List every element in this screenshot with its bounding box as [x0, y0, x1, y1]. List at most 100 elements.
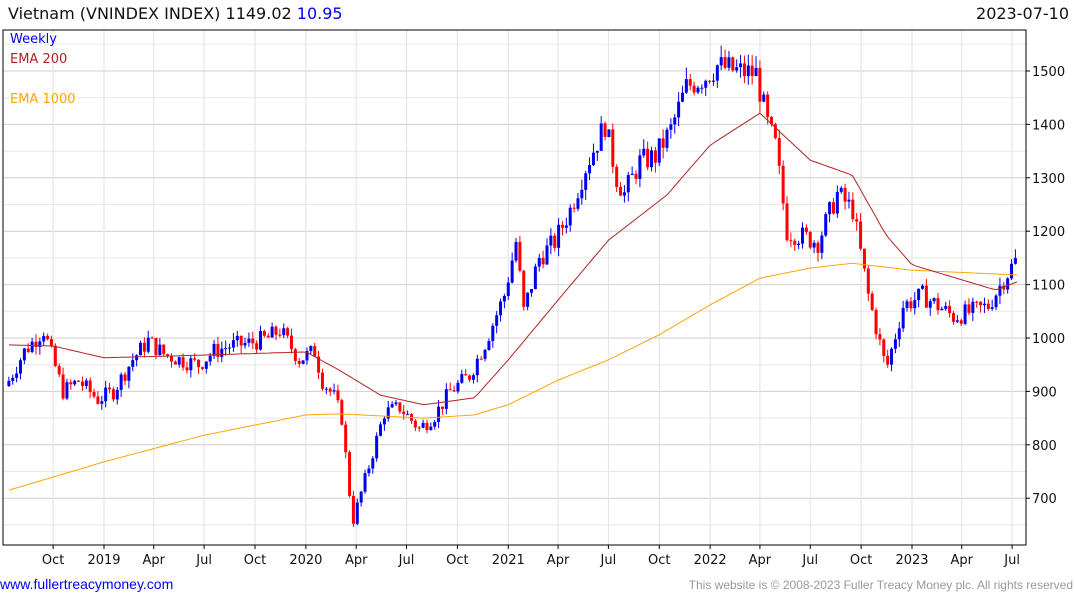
candle — [351, 490, 355, 528]
candle — [429, 422, 433, 431]
candle-body — [990, 307, 994, 309]
candle-body — [626, 175, 630, 193]
candle-body — [448, 389, 452, 391]
candle — [855, 213, 859, 231]
candle — [746, 54, 750, 85]
candle — [100, 395, 104, 410]
candle-body — [680, 92, 684, 102]
candle — [979, 301, 983, 313]
candle-body — [487, 341, 491, 350]
candle-body — [491, 325, 495, 342]
candle-body — [394, 402, 398, 405]
candle-body — [123, 374, 127, 381]
candle-body — [944, 306, 948, 309]
candle-body — [893, 339, 897, 349]
candle-body — [622, 192, 626, 196]
candle — [688, 73, 692, 91]
candle-body — [963, 304, 967, 324]
candle — [239, 335, 243, 354]
candle-body — [549, 235, 553, 246]
y-tick-label: 700 — [1032, 492, 1057, 507]
candle — [843, 183, 847, 210]
candle-body — [657, 138, 661, 163]
candle-body — [231, 340, 235, 348]
candle-body — [255, 343, 259, 350]
candle-body — [971, 301, 975, 313]
candle — [727, 50, 731, 71]
candle-body — [135, 355, 139, 361]
candle — [901, 300, 905, 332]
candle-body — [735, 67, 739, 71]
candle — [139, 340, 143, 356]
candle-body — [348, 452, 352, 496]
candle — [847, 191, 851, 209]
candle — [680, 85, 684, 103]
chart-date: 2023-07-10 — [976, 4, 1069, 23]
candle — [820, 231, 824, 260]
candle-body — [537, 257, 541, 267]
candle-body — [69, 382, 73, 385]
candle — [289, 328, 293, 354]
candle — [611, 123, 615, 174]
candle-body — [375, 435, 379, 459]
candle-body — [932, 298, 936, 302]
candle-body — [510, 260, 514, 283]
candle-body — [413, 420, 417, 428]
x-tick-label: Jul — [801, 553, 818, 568]
candle — [77, 380, 81, 382]
candle — [874, 307, 878, 340]
candle — [363, 469, 367, 494]
candle — [320, 368, 324, 391]
candle — [905, 299, 909, 312]
candle — [421, 419, 425, 429]
candle — [224, 340, 228, 356]
candle — [530, 289, 534, 297]
candle-body — [15, 373, 19, 378]
candle — [804, 224, 808, 235]
candle-body — [940, 308, 944, 311]
candle-body — [30, 341, 34, 352]
candle-body — [262, 331, 266, 336]
candle-body — [502, 295, 506, 302]
candle-body — [522, 270, 526, 307]
grid — [3, 30, 1026, 545]
candle — [247, 332, 251, 347]
candle-body — [139, 342, 143, 356]
candle-body — [108, 387, 112, 390]
candle-body — [758, 67, 762, 102]
candle — [142, 337, 146, 358]
candle-body — [452, 390, 456, 392]
candle — [584, 170, 588, 200]
candle-body — [34, 341, 38, 347]
candle-body — [886, 355, 890, 365]
candle-body — [266, 335, 270, 338]
candle-body — [197, 359, 201, 368]
x-tick-label: Oct — [42, 553, 64, 568]
y-tick-label: 800 — [1032, 439, 1057, 454]
candle-body — [533, 266, 537, 290]
candle — [123, 371, 127, 386]
candle-body — [173, 361, 177, 365]
candle-body — [800, 227, 804, 244]
candle-body — [289, 335, 293, 350]
candle-body — [615, 166, 619, 188]
candle-body — [642, 148, 646, 156]
candle — [92, 388, 96, 399]
last-price: 1149.02 — [225, 4, 292, 23]
candle — [169, 353, 173, 368]
candle — [332, 383, 336, 395]
candle — [828, 201, 832, 223]
candle-body — [181, 357, 185, 368]
candle — [317, 350, 321, 380]
candle — [119, 372, 123, 397]
candle-body — [379, 424, 383, 436]
candle — [708, 79, 712, 84]
candle — [514, 237, 518, 263]
candle — [185, 361, 189, 374]
candle-body — [816, 242, 820, 253]
website-link[interactable]: www.fullertreacymoney.com — [0, 576, 174, 592]
candle-body — [437, 406, 441, 423]
x-tick-label: Jul — [398, 553, 415, 568]
candle-body — [684, 79, 688, 93]
candle — [603, 121, 607, 141]
